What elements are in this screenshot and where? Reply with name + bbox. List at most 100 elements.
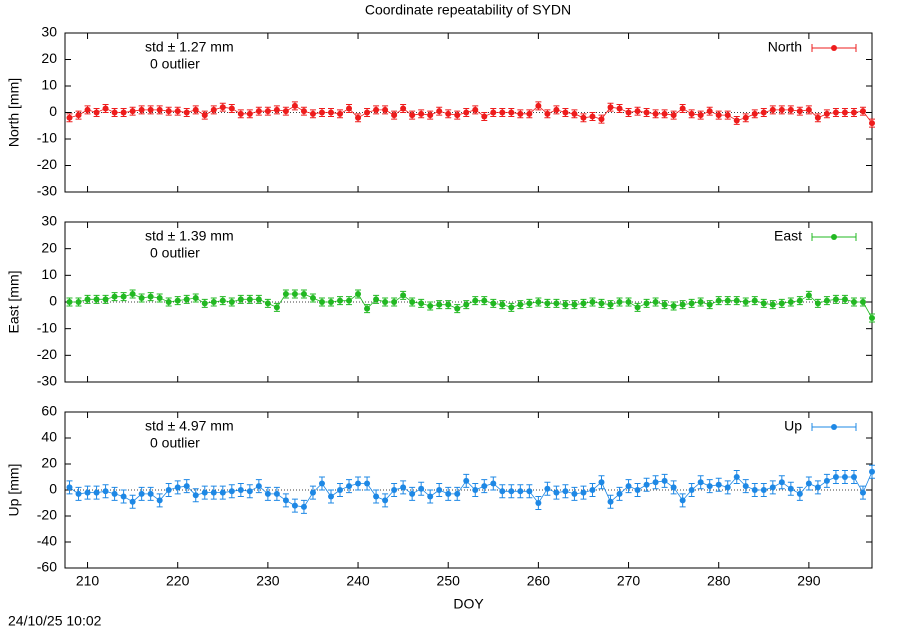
- point: [192, 295, 199, 301]
- point: [607, 104, 614, 111]
- point: [273, 304, 280, 311]
- point: [300, 291, 307, 297]
- point: [679, 497, 686, 504]
- point: [634, 487, 641, 493]
- point: [715, 112, 722, 119]
- point: [318, 480, 325, 487]
- point: [481, 297, 488, 304]
- point: [300, 503, 307, 510]
- point: [634, 108, 641, 115]
- point: [147, 293, 154, 300]
- point: [832, 296, 839, 303]
- point: [400, 484, 407, 491]
- point: [571, 301, 578, 308]
- point: [869, 468, 875, 475]
- point: [66, 114, 73, 121]
- point: [724, 112, 731, 119]
- x-tick-label: 230: [256, 573, 280, 589]
- point: [201, 300, 208, 307]
- point: [156, 497, 163, 504]
- point: [300, 108, 307, 115]
- point: [427, 493, 434, 500]
- point: [183, 296, 190, 303]
- point: [445, 301, 452, 308]
- point: [625, 299, 632, 305]
- point: [355, 291, 362, 297]
- series-line: [69, 105, 873, 124]
- point: [869, 120, 875, 127]
- point: [138, 295, 145, 301]
- point: [427, 112, 434, 119]
- y-tick-label: -10: [37, 130, 57, 146]
- point: [255, 296, 262, 303]
- point: [436, 108, 443, 115]
- point: [201, 489, 208, 496]
- point: [364, 109, 371, 116]
- point: [769, 106, 776, 113]
- point: [616, 105, 623, 112]
- point: [823, 297, 830, 304]
- point: [93, 296, 100, 303]
- series-line: [69, 293, 873, 319]
- point: [463, 109, 470, 116]
- y-tick-label: 30: [41, 24, 57, 40]
- x-tick-label: 270: [617, 573, 641, 589]
- point: [201, 112, 208, 119]
- point: [147, 490, 154, 497]
- point: [508, 109, 515, 116]
- point: [228, 105, 235, 112]
- point: [120, 493, 127, 500]
- y-tick-label: 40: [41, 429, 57, 445]
- point: [309, 295, 316, 301]
- point: [499, 109, 506, 116]
- point: [598, 479, 605, 486]
- point: [670, 484, 677, 491]
- legend-swatch: [831, 424, 837, 430]
- y-tick-label: -40: [37, 533, 57, 549]
- point: [327, 109, 334, 116]
- point: [706, 108, 713, 115]
- point: [382, 299, 389, 305]
- point: [472, 106, 479, 113]
- point: [219, 104, 226, 111]
- point: [760, 487, 767, 493]
- x-tick-label: 260: [527, 573, 551, 589]
- point: [282, 291, 289, 297]
- point: [796, 297, 803, 304]
- point: [517, 110, 524, 117]
- point: [111, 109, 118, 116]
- point: [679, 105, 686, 112]
- point: [165, 299, 172, 305]
- point: [553, 489, 560, 496]
- point: [778, 300, 785, 307]
- point: [571, 110, 578, 117]
- point: [174, 108, 181, 115]
- annotation: std ± 4.97 mm: [145, 418, 234, 434]
- y-tick-label: -30: [37, 183, 57, 199]
- legend-label: North: [768, 39, 802, 55]
- point: [706, 483, 713, 490]
- point: [805, 292, 812, 299]
- point: [445, 490, 452, 497]
- x-tick-label: 210: [76, 573, 100, 589]
- point: [508, 488, 515, 495]
- point: [75, 490, 82, 497]
- point: [562, 109, 569, 116]
- point: [255, 108, 262, 115]
- point: [661, 301, 668, 308]
- point: [165, 487, 172, 493]
- point: [724, 297, 731, 304]
- point: [75, 299, 82, 305]
- legend-swatch: [831, 45, 837, 51]
- point: [616, 490, 623, 497]
- y-tick-label: -60: [37, 559, 57, 575]
- point: [841, 474, 848, 480]
- point: [787, 485, 794, 492]
- point: [616, 299, 623, 305]
- point: [742, 114, 749, 121]
- point: [219, 297, 226, 304]
- annotation: std ± 1.39 mm: [145, 228, 234, 244]
- point: [751, 487, 758, 493]
- point: [697, 112, 704, 119]
